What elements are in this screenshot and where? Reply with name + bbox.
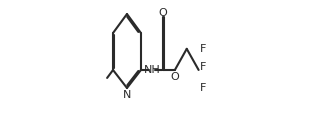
Text: NH: NH — [143, 65, 160, 75]
Text: F: F — [200, 44, 206, 54]
Text: O: O — [158, 8, 167, 18]
Text: O: O — [170, 72, 179, 82]
Text: F: F — [200, 62, 206, 72]
Text: F: F — [200, 83, 206, 93]
Text: N: N — [123, 90, 131, 100]
